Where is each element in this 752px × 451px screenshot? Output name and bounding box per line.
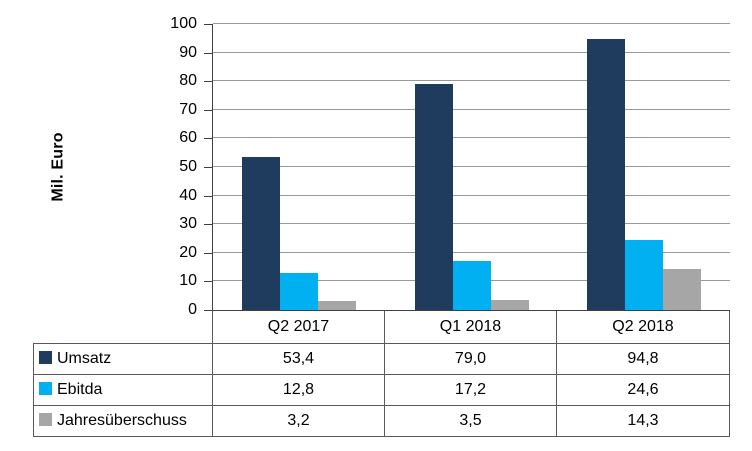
value-cell-ebitda-q2-2017: 12,8 — [212, 374, 385, 406]
y-tick-label-50: 50 — [179, 158, 197, 175]
value-cell-jahres-berschuss-q2-2017: 3,2 — [212, 405, 385, 437]
y-tick-mark-40 — [204, 195, 212, 197]
value-cell-jahres-berschuss-q1-2018: 3,5 — [384, 405, 557, 437]
gridline-70 — [213, 108, 730, 110]
y-tick-label-70: 70 — [179, 100, 197, 118]
series-label-cell-jahres-berschuss: Jahresüberschuss — [33, 405, 213, 437]
bar-ebitda-q1-2018 — [453, 261, 491, 310]
y-tick-label-10: 10 — [179, 272, 197, 290]
y-tick-mark-50 — [204, 167, 212, 168]
y-tick-mark-10 — [204, 281, 212, 283]
legend-swatch-ebitda — [39, 382, 52, 395]
plot-area — [212, 23, 730, 311]
gridline-60 — [213, 137, 730, 139]
y-tick-label-80: 80 — [179, 72, 197, 90]
y-tick-mark-80 — [204, 81, 212, 83]
gridline-30 — [213, 223, 730, 225]
legend-swatch-jahres-berschuss — [39, 413, 52, 426]
y-tick-label-100: 100 — [170, 15, 197, 32]
y-tick-label-30: 30 — [179, 215, 197, 233]
value-cell-umsatz-q2-2018: 94,8 — [556, 343, 730, 375]
series-label-cell-umsatz: Umsatz — [33, 343, 213, 375]
y-tick-mark-60 — [204, 138, 212, 140]
y-tick-mark-20 — [204, 252, 212, 254]
value-cell-umsatz-q1-2018: 79,0 — [384, 343, 557, 375]
value-cell-ebitda-q1-2018: 17,2 — [384, 374, 557, 406]
y-tick-mark-90 — [204, 52, 212, 54]
value-cell-umsatz-q2-2017: 53,4 — [212, 343, 385, 375]
bar-jahres-berschuss-q1-2018 — [491, 300, 529, 310]
gridline-100 — [213, 23, 730, 24]
bar-umsatz-q2-2017 — [242, 157, 280, 310]
data-table: Umsatz 53,4 79,0 94,8 Ebitda 12,8 17,2 24,6 Jahr… — [33, 343, 730, 437]
y-tick-mark-0 — [204, 310, 212, 311]
category-label-q2-2017: Q2 2017 — [213, 311, 385, 343]
category-label-q1-2018: Q1 2018 — [385, 311, 557, 343]
bar-ebitda-q2-2017 — [280, 273, 318, 310]
gridline-20 — [213, 251, 730, 253]
y-tick-label-40: 40 — [179, 186, 197, 204]
series-name-ebitda: Ebitda — [57, 381, 103, 398]
y-tick-label-60: 60 — [179, 129, 197, 147]
bar-ebitda-q2-2018 — [625, 240, 663, 310]
gridline-50 — [213, 166, 730, 167]
series-name-jahres-berschuss: Jahresüberschuss — [57, 412, 187, 429]
y-tick-mark-100 — [204, 24, 212, 25]
category-label-q2-2018: Q2 2018 — [557, 311, 730, 343]
y-tick-label-20: 20 — [179, 243, 197, 261]
y-tick-label-90: 90 — [179, 43, 197, 61]
gridline-80 — [213, 80, 730, 82]
series-label-cell-ebitda: Ebitda — [33, 374, 213, 406]
table-row-jahres-berschuss: Jahresüberschuss 3,2 3,5 14,3 — [33, 405, 730, 437]
value-cell-ebitda-q2-2018: 24,6 — [556, 374, 730, 406]
bar-umsatz-q2-2018 — [587, 39, 625, 310]
value-cell-jahres-berschuss-q2-2018: 14,3 — [556, 405, 730, 437]
table-row-umsatz: Umsatz 53,4 79,0 94,8 — [33, 343, 730, 375]
series-name-umsatz: Umsatz — [57, 350, 112, 367]
y-axis-title: Mil. Euro — [46, 24, 72, 310]
bar-umsatz-q1-2018 — [415, 84, 453, 310]
legend-swatch-umsatz — [39, 351, 52, 364]
bar-jahres-berschuss-q2-2018 — [663, 269, 701, 310]
category-axis: Q2 2017 Q1 2018 Q2 2018 — [212, 311, 730, 343]
bar-jahres-berschuss-q2-2017 — [318, 301, 356, 310]
y-tick-label-0: 0 — [188, 301, 197, 318]
y-tick-mark-70 — [204, 109, 212, 111]
y-tick-mark-30 — [204, 224, 212, 226]
table-row-ebitda: Ebitda 12,8 17,2 24,6 — [33, 374, 730, 406]
gridline-40 — [213, 194, 730, 196]
y-axis-title-text: Mil. Euro — [50, 132, 68, 202]
gridline-90 — [213, 51, 730, 53]
